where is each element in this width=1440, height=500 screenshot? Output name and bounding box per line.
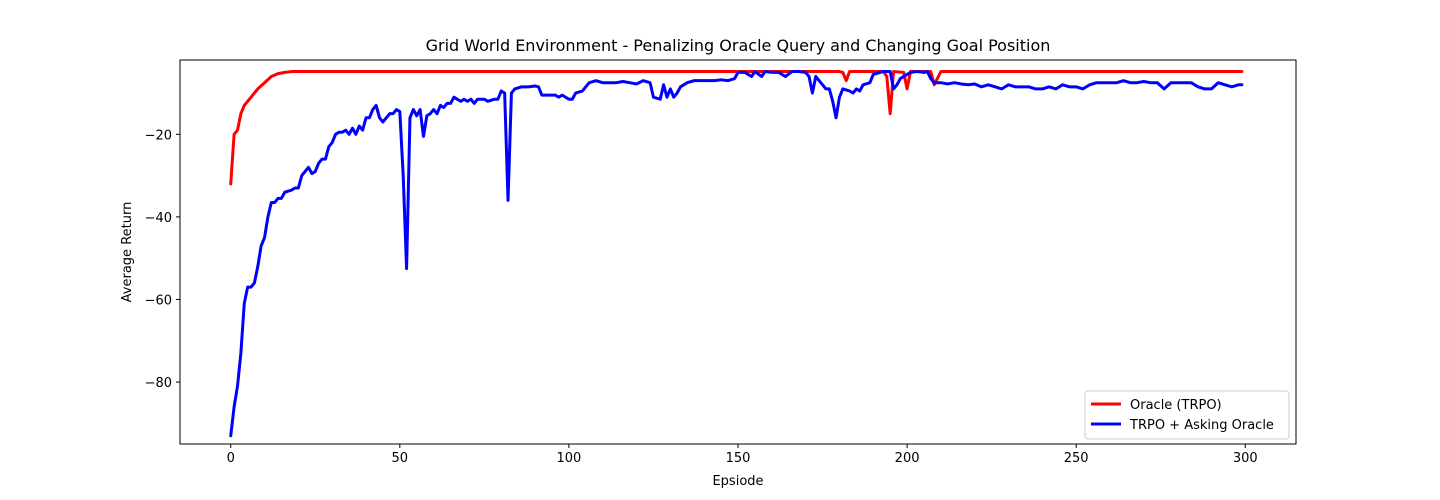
- chart-title: Grid World Environment - Penalizing Orac…: [426, 36, 1051, 55]
- y-tick-label: −80: [145, 376, 172, 391]
- legend-label-oracle-trpo: Oracle (TRPO): [1130, 398, 1222, 413]
- x-axis-label: Epsiode: [712, 474, 763, 489]
- legend-label-trpo-asking-oracle: TRPO + Asking Oracle: [1129, 418, 1274, 433]
- x-tick-label: 300: [1233, 451, 1258, 466]
- y-axis-ticks: −20 −40 −60 −80: [145, 128, 180, 391]
- x-axis-ticks: 0 50 100 150 200 250 300: [227, 444, 1258, 466]
- x-tick-label: 250: [1064, 451, 1089, 466]
- legend-box: [1084, 390, 1290, 440]
- x-tick-label: 150: [726, 451, 751, 466]
- x-tick-label: 0: [227, 451, 235, 466]
- y-tick-label: −20: [145, 128, 172, 143]
- x-tick-label: 50: [392, 451, 409, 466]
- y-tick-label: −60: [145, 293, 172, 308]
- legend: Oracle (TRPO) TRPO + Asking Oracle: [1084, 390, 1290, 440]
- x-tick-label: 200: [895, 451, 920, 466]
- series-layer: [229, 70, 1244, 438]
- y-axis-label: Average Return: [120, 202, 135, 303]
- plot-area: [179, 59, 1297, 445]
- y-tick-label: −40: [145, 211, 172, 226]
- series-line-trpo-asking-oracle: [229, 70, 1244, 438]
- x-tick-label: 100: [556, 451, 581, 466]
